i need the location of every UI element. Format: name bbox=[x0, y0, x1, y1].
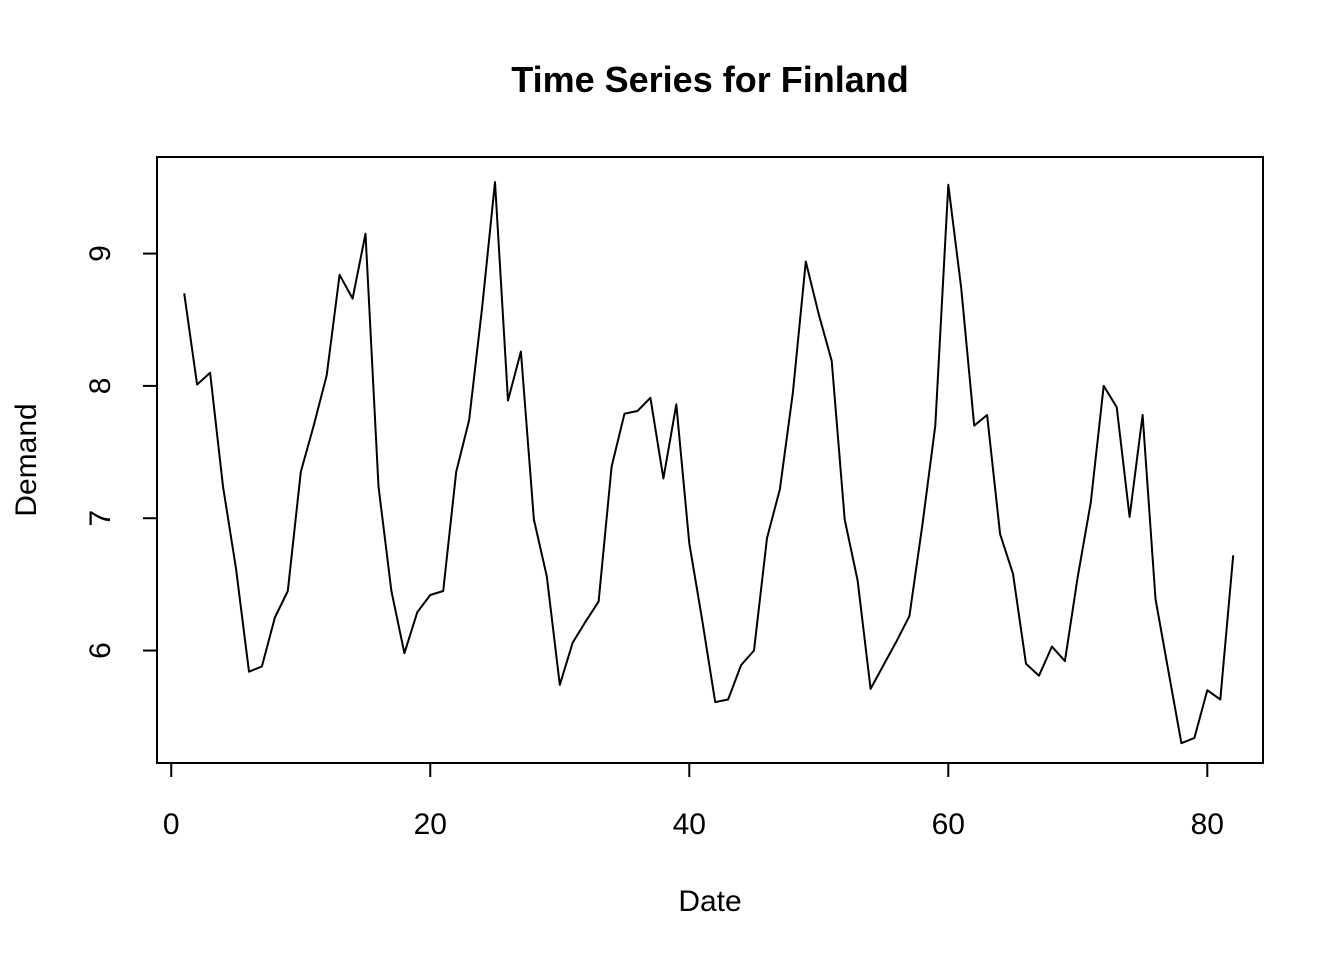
series-line bbox=[183, 181, 1235, 745]
x-tick-label: 60 bbox=[932, 808, 965, 841]
y-tick-label: 7 bbox=[84, 510, 117, 527]
y-tick-label: 6 bbox=[84, 642, 117, 659]
y-tick-label: 8 bbox=[84, 378, 117, 395]
x-axis-label: Date bbox=[678, 885, 741, 918]
y-axis-label: Demand bbox=[10, 403, 43, 516]
x-tick-label: 80 bbox=[1191, 808, 1224, 841]
x-tick-label: 20 bbox=[414, 808, 447, 841]
y-axis: 6 7 8 9 bbox=[84, 245, 158, 659]
x-tick-label: 0 bbox=[163, 808, 180, 841]
chart-title: Time Series for Finland bbox=[511, 59, 908, 100]
x-axis: 0 20 40 60 80 bbox=[163, 762, 1224, 841]
y-tick-label: 9 bbox=[84, 245, 117, 262]
x-tick-label: 40 bbox=[673, 808, 706, 841]
